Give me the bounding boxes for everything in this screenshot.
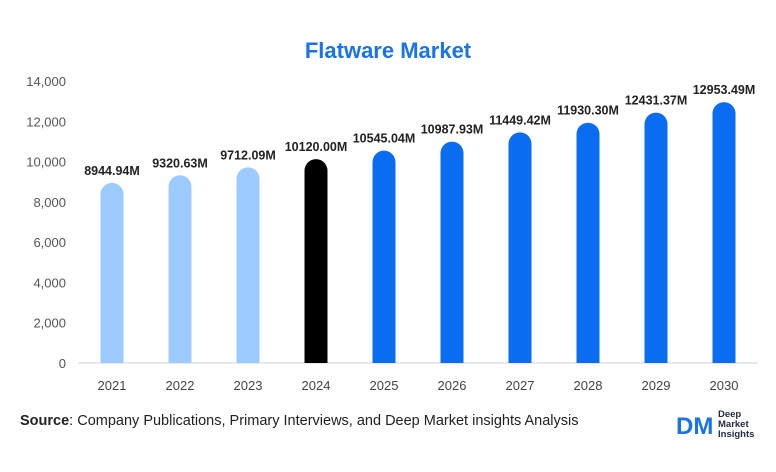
bar <box>508 132 532 363</box>
data-label: 10120.00M <box>285 140 348 154</box>
dm-logo-icon: DM <box>676 413 713 440</box>
y-tick-label: 12,000 <box>26 114 66 129</box>
source-label: Source <box>20 413 70 429</box>
chart-title: Flatware Market <box>304 38 472 63</box>
x-tick-label: 2026 <box>438 378 467 393</box>
brand-logo: DM Deep Market Insights <box>676 408 766 444</box>
x-tick-label: 2027 <box>506 378 535 393</box>
x-tick-label: 2021 <box>98 378 127 393</box>
bar <box>712 102 736 363</box>
data-label: 8944.94M <box>84 164 140 178</box>
x-tick-label: 2030 <box>710 378 739 393</box>
bar <box>168 175 192 363</box>
logo-line-3: Insights <box>718 429 755 440</box>
data-label: 12431.37M <box>625 94 688 108</box>
data-label: 9712.09M <box>220 148 276 162</box>
source-text: : Company Publications, Primary Intervie… <box>69 413 579 429</box>
y-tick-label: 2,000 <box>33 316 66 331</box>
x-tick-label: 2022 <box>166 378 195 393</box>
bar <box>372 150 396 363</box>
bar <box>236 167 260 363</box>
logo-line-2: Market <box>718 419 749 430</box>
data-label: 11930.30M <box>557 104 619 118</box>
y-tick-label: 10,000 <box>26 155 66 170</box>
x-tick-label: 2025 <box>370 378 399 393</box>
x-tick-label: 2023 <box>234 378 263 393</box>
bar <box>304 159 328 363</box>
x-tick-label: 2024 <box>302 378 331 393</box>
data-label: 9320.63M <box>152 156 208 170</box>
data-label: 12953.49M <box>693 83 756 97</box>
x-tick-label: 2028 <box>574 378 603 393</box>
bar <box>576 122 600 363</box>
x-tick-label: 2029 <box>642 378 671 393</box>
data-label: 11449.42M <box>489 113 551 127</box>
bar <box>644 112 668 364</box>
bar <box>100 182 124 363</box>
logo-mark-text: DM <box>676 413 713 440</box>
data-label: 10545.04M <box>353 132 416 146</box>
y-tick-label: 0 <box>59 356 66 371</box>
y-tick-label: 6,000 <box>33 235 66 250</box>
logo-wordmark: Deep Market Insights <box>718 410 754 440</box>
y-tick-label: 4,000 <box>33 275 66 290</box>
y-tick-label: 14,000 <box>26 74 66 89</box>
y-tick-label: 8,000 <box>33 195 66 210</box>
source-note: Source: Company Publications, Primary In… <box>20 413 579 429</box>
bar <box>440 141 464 363</box>
logo-line-1: Deep <box>718 409 742 420</box>
bar-chart: 0 2,000 4,000 6,000 8,000 10,000 12,000 14,000 8… <box>26 74 758 393</box>
data-label: 10987.93M <box>421 123 484 137</box>
